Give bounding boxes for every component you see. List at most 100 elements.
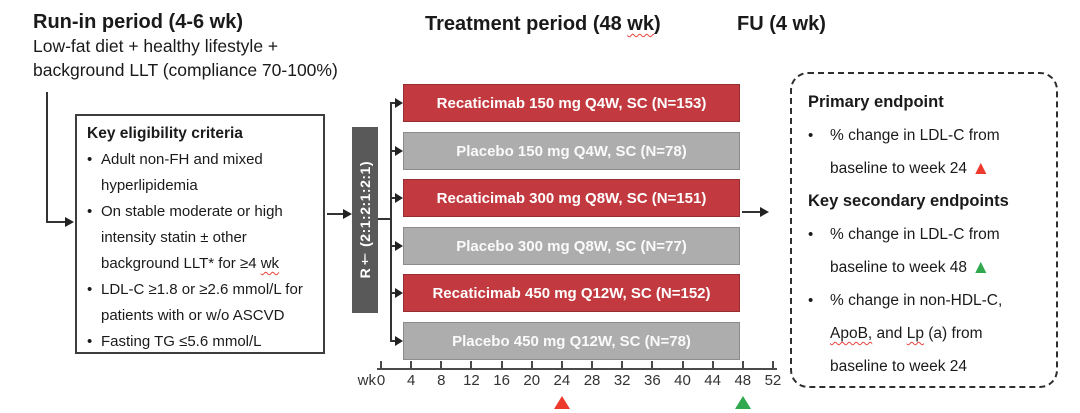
branch-vertical	[390, 102, 392, 342]
axis-tick-label: 16	[493, 372, 510, 389]
eligibility-item-2: • On stable moderate or high intensity st…	[87, 199, 315, 277]
primary-endpoint-marker-icon	[553, 396, 570, 409]
secondary-endpoint-lp: Lp	[906, 325, 924, 342]
axis-tick	[440, 361, 443, 369]
eligibility-item-1-text: Adult non-FH and mixed hyperlipidemia	[101, 151, 263, 194]
bullet-icon: •	[808, 292, 814, 309]
branch-arm5-line	[390, 292, 397, 294]
secondary-endpoint-marker-icon	[734, 396, 751, 409]
branch-arm2-line	[390, 150, 397, 152]
axis-tick	[711, 361, 714, 369]
branch-arm1-arrowhead-icon	[395, 97, 403, 108]
axis-tick-label: 28	[583, 372, 601, 389]
followup-title: FU (4 wk)	[737, 13, 826, 35]
eligibility-title: Key eligibility criteria	[87, 125, 243, 142]
axis-tick	[530, 361, 533, 369]
axis-tick-label: 44	[704, 372, 721, 389]
axis-tick	[410, 361, 413, 369]
bullet-icon: •	[87, 333, 93, 350]
treatment-title-wk: wk	[627, 13, 654, 35]
axis-tick	[681, 361, 684, 369]
secondary-endpoint-1-text: % change in LDL-C from baseline to week …	[830, 218, 1042, 284]
bullet-icon: •	[87, 203, 93, 220]
eligibility-item-1: • Adult non-FH and mixed hyperlipidemia	[87, 147, 315, 199]
branch-arm3-line	[390, 197, 397, 199]
axis-tick	[380, 361, 382, 369]
eligibility-item-2-wk: wk	[260, 255, 280, 272]
secondary-endpoints-title: Key secondary endpoints	[808, 192, 1009, 210]
runin-period-header: Run-in period (4-6 wk) Low-fat diet + he…	[33, 10, 338, 82]
secondary-endpoint-1-line2-text: baseline to week 48	[830, 259, 972, 276]
primary-endpoint-item: • % change in LDL-C from baseline to wee…	[808, 119, 1042, 185]
randomization-label: R† (2:1:2:1:2:1)	[357, 161, 373, 279]
axis-tick	[741, 361, 744, 369]
secondary-endpoint-item-1: • % change in LDL-C from baseline to wee…	[808, 218, 1042, 284]
branch-arm6-line	[390, 340, 397, 342]
eligibility-item-2-text: On stable moderate or high intensity sta…	[101, 203, 283, 272]
eligibility-to-randomization-arrowhead-icon	[343, 208, 352, 219]
secondary-endpoint-2-line1: % change in non-HDL-C,	[830, 292, 1003, 309]
arm-bar-placebo-150: Placebo 150 mg Q4W, SC (N=78)	[403, 132, 740, 170]
runin-title: Run-in period (4-6 wk)	[33, 11, 243, 33]
secondary-endpoint-2-text: % change in non-HDL-C, ApoB, and Lp (a) …	[830, 284, 1042, 383]
axis-unit-label: wk	[357, 372, 376, 389]
branch-arm4-arrowhead-icon	[395, 240, 403, 251]
endpoints-box: Primary endpoint • % change in LDL-C fro…	[790, 72, 1058, 388]
secondary-endpoint-mid: and	[872, 325, 907, 342]
axis-tick-label: 12	[463, 372, 480, 389]
eligibility-to-randomization-arrow	[327, 213, 344, 215]
axis-tick	[500, 361, 503, 369]
arm-bar-placebo-300: Placebo 300 mg Q8W, SC (N=77)	[403, 227, 740, 265]
secondary-endpoint-2-line3: baseline to week 24	[830, 358, 968, 375]
arm-bar-placebo-450: Placebo 450 mg Q12W, SC (N=78)	[403, 322, 740, 360]
branch-stem	[378, 218, 391, 220]
axis-tick-label: 40	[674, 372, 691, 389]
bullet-icon: •	[87, 151, 93, 168]
axis-tick	[771, 361, 774, 369]
eligibility-item-4: • Fasting TG ≤5.6 mmol/L	[87, 329, 315, 355]
secondary-endpoint-apob: ApoB,	[830, 325, 873, 342]
eligibility-item-3-text: LDL-C ≥1.8 or ≥2.6 mmol/L for patients w…	[101, 281, 303, 324]
secondary-endpoint-2-line2: ApoB, and Lp (a) from	[830, 317, 1042, 350]
bullet-icon: •	[808, 127, 814, 144]
axis-tick-label: 32	[613, 372, 631, 389]
branch-arm4-line	[390, 245, 397, 247]
secondary-endpoint-1-line2: baseline to week 48 ▲	[830, 251, 1042, 284]
green-triangle-icon: ▲	[971, 257, 991, 278]
axis-tick-label: 4	[406, 372, 416, 389]
axis-tick-label: 24	[553, 372, 571, 389]
axis-tick	[621, 361, 624, 369]
secondary-endpoint-1-line1: % change in LDL-C from	[830, 226, 1000, 243]
axis-tick-label: 20	[523, 372, 541, 389]
bullet-icon: •	[808, 226, 814, 243]
treatment-period-title: Treatment period (48 wk)	[425, 12, 661, 36]
secondary-endpoint-item-2: • % change in non-HDL-C, ApoB, and Lp (a…	[808, 284, 1042, 383]
runin-to-eligibility-arrow-vertical	[46, 92, 48, 223]
axis-tick-label: 36	[644, 372, 661, 389]
axis-tick-label: 0	[376, 372, 386, 389]
arms-to-endpoints-arrow	[742, 211, 762, 213]
bullet-icon: •	[87, 281, 93, 298]
primary-endpoint-line2: baseline to week 24 ▲	[830, 152, 1042, 185]
axis-tick	[591, 361, 594, 369]
primary-endpoint-title: Primary endpoint	[808, 93, 944, 111]
primary-endpoint-line2-text: baseline to week 24	[830, 160, 972, 177]
runin-subtitle-line2: background LLT (compliance 70-100%)	[33, 60, 338, 80]
arm-bar-recaticimab-150: Recaticimab 150 mg Q4W, SC (N=153)	[403, 84, 740, 122]
branch-arm6-arrowhead-icon	[395, 335, 403, 346]
branch-arm3-arrowhead-icon	[395, 192, 403, 203]
axis-tick-label: 8	[437, 372, 446, 389]
arm-bar-recaticimab-450: Recaticimab 450 mg Q12W, SC (N=152)	[403, 274, 740, 312]
red-triangle-icon: ▲	[971, 158, 991, 179]
secondary-endpoint-post: (a) from	[923, 325, 983, 342]
eligibility-list: • Adult non-FH and mixed hyperlipidemia •…	[87, 147, 315, 355]
arm-bar-recaticimab-300: Recaticimab 300 mg Q8W, SC (N=151)	[403, 179, 740, 217]
branch-arm2-arrowhead-icon	[395, 145, 403, 156]
axis-line	[377, 368, 777, 370]
axis-tick	[651, 361, 654, 369]
eligibility-item-4-text: Fasting TG ≤5.6 mmol/L	[101, 333, 262, 350]
randomization-bar: R† (2:1:2:1:2:1)	[352, 127, 378, 313]
branch-arm1-line	[390, 102, 397, 104]
runin-to-eligibility-arrow-horizontal	[46, 221, 66, 223]
